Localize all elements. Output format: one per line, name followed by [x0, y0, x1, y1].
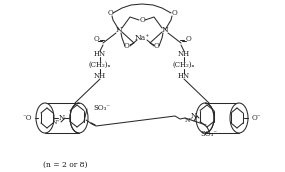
- Text: O: O: [124, 42, 130, 50]
- Text: (n = 2 or 8): (n = 2 or 8): [43, 161, 87, 169]
- Text: Na⁺: Na⁺: [134, 34, 150, 42]
- Text: O: O: [171, 9, 177, 17]
- Text: N⁺: N⁺: [51, 120, 60, 125]
- Text: NH: NH: [94, 72, 106, 80]
- Text: N: N: [59, 114, 65, 122]
- Ellipse shape: [36, 103, 54, 133]
- Text: HN: HN: [94, 50, 106, 58]
- Text: O: O: [154, 42, 160, 50]
- Text: (CH₂)ₙ: (CH₂)ₙ: [89, 61, 111, 69]
- Ellipse shape: [70, 103, 88, 133]
- Text: N: N: [191, 112, 197, 120]
- Text: N⁺: N⁺: [184, 119, 193, 123]
- Text: HN: HN: [178, 72, 190, 80]
- Text: O: O: [139, 16, 145, 24]
- Ellipse shape: [230, 103, 248, 133]
- Text: O: O: [107, 9, 113, 17]
- Text: N: N: [162, 26, 168, 34]
- Text: (CH₂)ₙ: (CH₂)ₙ: [173, 61, 195, 69]
- Text: NH: NH: [178, 50, 190, 58]
- Text: O: O: [93, 35, 99, 43]
- Text: O⁻: O⁻: [252, 114, 262, 122]
- Text: ⁻O: ⁻O: [23, 114, 32, 122]
- Text: N: N: [116, 26, 122, 34]
- Text: SO₃⁻: SO₃⁻: [200, 130, 217, 138]
- Text: SO₃⁻: SO₃⁻: [93, 104, 110, 112]
- Ellipse shape: [196, 103, 214, 133]
- Text: O: O: [185, 35, 191, 43]
